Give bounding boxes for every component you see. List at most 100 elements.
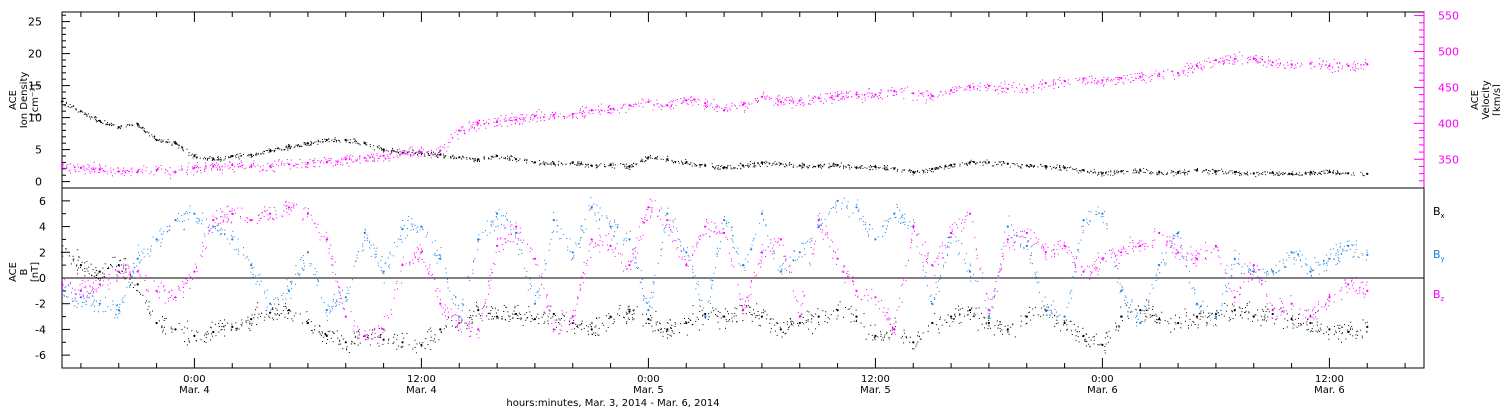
velocity-point <box>158 166 160 168</box>
velocity-point <box>355 160 357 162</box>
velocity-point <box>861 98 863 100</box>
bx-point <box>187 320 189 322</box>
velocity-point <box>706 100 708 102</box>
bx-point <box>811 315 813 317</box>
by-point <box>366 234 368 236</box>
bx-point <box>612 323 614 324</box>
by-point <box>1013 234 1015 236</box>
bx-point <box>1120 306 1122 308</box>
by-point <box>1226 291 1228 293</box>
bx-point <box>430 349 432 350</box>
velocity-point <box>173 172 175 174</box>
bx-point <box>1148 304 1150 306</box>
velocity-point <box>1209 61 1211 63</box>
density-point <box>980 161 982 163</box>
density-point <box>466 158 468 160</box>
density-point <box>157 140 159 142</box>
bx-point <box>900 337 902 339</box>
density-point <box>946 166 948 168</box>
by-point <box>215 228 216 230</box>
density-point <box>1289 173 1291 175</box>
velocity-point <box>400 153 402 155</box>
velocity-point <box>294 165 296 167</box>
bx-point <box>1341 341 1342 343</box>
velocity-point <box>1241 55 1243 57</box>
by-point <box>502 215 504 217</box>
velocity-point <box>1280 62 1281 64</box>
bx-point <box>245 320 247 322</box>
velocity-point <box>1179 74 1181 76</box>
velocity-point <box>215 167 217 169</box>
density-point <box>440 153 442 155</box>
bx-point <box>72 255 74 257</box>
by-point <box>119 312 121 314</box>
density-point <box>89 116 90 118</box>
bx-point <box>817 308 819 310</box>
bx-point <box>563 315 565 317</box>
velocity-point <box>511 124 513 126</box>
by-point <box>765 224 767 226</box>
velocity-point <box>153 174 155 176</box>
density-point <box>549 163 551 165</box>
density-point <box>678 162 680 164</box>
velocity-point <box>140 170 142 172</box>
velocity-point <box>583 115 585 117</box>
velocity-point <box>172 171 174 173</box>
velocity-point <box>709 104 711 106</box>
bx-point <box>958 322 960 324</box>
density-point <box>211 157 213 159</box>
bx-point <box>1335 330 1337 332</box>
bx-point <box>526 311 528 313</box>
velocity-point <box>582 106 583 107</box>
bx-point <box>1073 324 1075 325</box>
velocity-point <box>352 161 354 163</box>
bx-point <box>223 325 225 327</box>
bx-point <box>1089 345 1091 347</box>
density-point <box>444 156 446 157</box>
velocity-point <box>964 88 966 90</box>
bx-point <box>494 307 496 309</box>
by-point <box>557 225 559 227</box>
velocity-point <box>581 113 583 114</box>
bx-point <box>306 311 308 313</box>
density-point <box>1282 173 1284 175</box>
bx-point <box>790 321 792 323</box>
density-point <box>223 159 225 161</box>
velocity-point <box>131 171 133 173</box>
velocity-point <box>1107 76 1109 78</box>
density-point <box>255 152 257 154</box>
density-point <box>1160 172 1162 174</box>
by-point <box>661 248 663 250</box>
bx-point <box>658 330 659 332</box>
velocity-point <box>379 156 381 158</box>
velocity-point <box>62 164 64 166</box>
density-point <box>445 155 447 156</box>
bx-point <box>531 315 532 317</box>
density-point <box>1352 172 1354 174</box>
bx-point <box>938 332 940 334</box>
density-point <box>274 150 275 152</box>
velocity-point <box>937 96 939 98</box>
velocity-point <box>1346 63 1348 65</box>
velocity-point <box>953 91 955 93</box>
velocity-point <box>757 101 758 103</box>
bx-point <box>421 346 423 348</box>
density-point <box>1009 166 1011 168</box>
bx-point <box>356 331 358 333</box>
density-point <box>543 161 545 163</box>
density-point <box>204 156 206 158</box>
density-point <box>1105 173 1107 175</box>
velocity-point <box>1122 82 1124 83</box>
velocity-point <box>553 117 555 118</box>
density-data-point <box>1195 169 1199 172</box>
density-point <box>288 148 290 150</box>
velocity-point <box>417 155 419 157</box>
density-point <box>1304 173 1306 175</box>
velocity-point <box>903 98 905 100</box>
density-point <box>964 163 966 165</box>
velocity-point <box>840 91 842 93</box>
velocity-point <box>925 90 927 92</box>
bx-data-point <box>968 309 972 312</box>
velocity-point <box>996 89 998 90</box>
density-point <box>265 150 267 151</box>
